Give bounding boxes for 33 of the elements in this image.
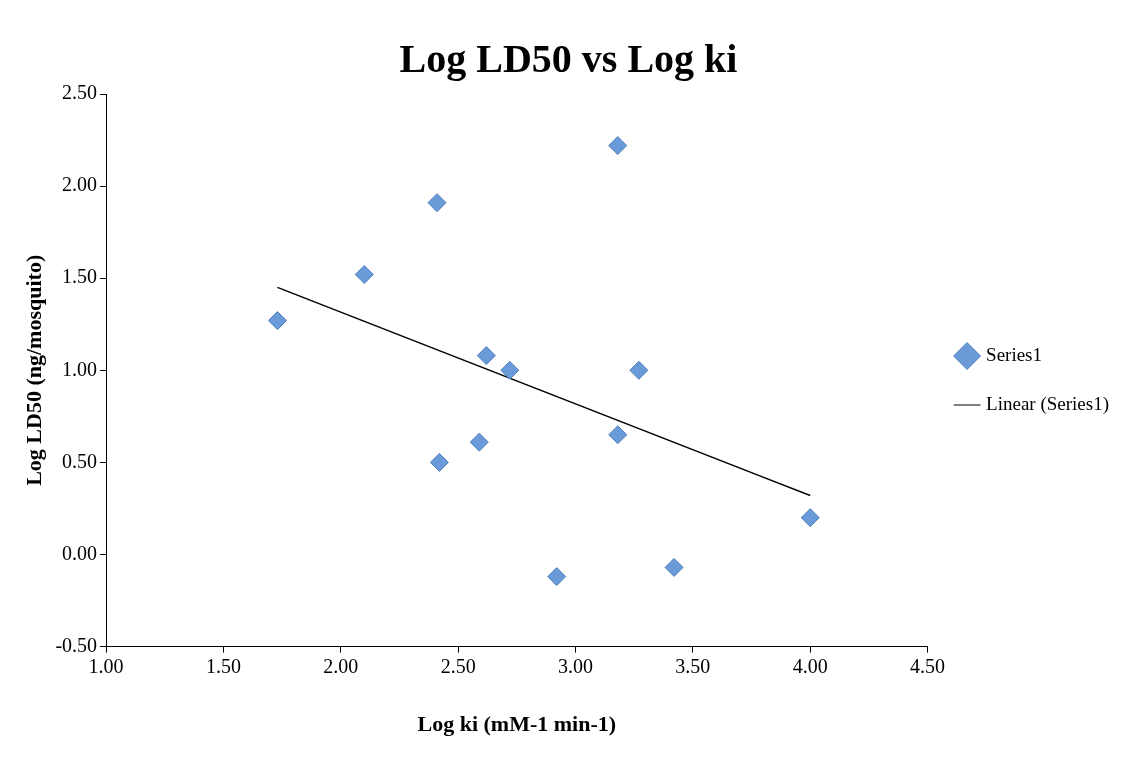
point [354, 265, 374, 285]
y-tick-label: 1.00 [62, 357, 98, 380]
x-tick-label: 1.50 [205, 654, 241, 677]
point [608, 136, 628, 156]
point [664, 557, 684, 577]
point [469, 432, 489, 452]
x-axis-title: Log ki (mM-1 min-1) [417, 711, 617, 737]
legend-label: Linear (Series1) [986, 392, 1110, 415]
point [500, 360, 520, 380]
y-tick-label: 1.50 [62, 265, 98, 288]
point [608, 425, 628, 445]
x-tick-label: 4.50 [910, 654, 946, 677]
x-tick-label: 3.50 [675, 654, 711, 677]
point [800, 508, 820, 528]
y-tick-label: -0.50 [55, 633, 98, 656]
x-tick-label: 3.00 [558, 654, 593, 677]
point [547, 567, 567, 587]
y-tick-label: 0.00 [62, 541, 98, 564]
y-tick-label: 2.00 [62, 173, 98, 196]
point [267, 311, 287, 331]
point [476, 346, 496, 366]
chart-title: Log LD50 vs Log ki [399, 36, 738, 82]
y-tick-label: 2.50 [62, 81, 98, 104]
y-axis-title: Log LD50 (ng/mosquito) [20, 254, 46, 486]
point [629, 360, 649, 380]
legend-label: Series1 [986, 343, 1043, 365]
y-tick-label: 0.50 [62, 449, 98, 472]
x-tick-label: 1.00 [88, 654, 124, 677]
x-tick-label: 2.50 [440, 654, 476, 677]
x-tick-label: 4.00 [792, 654, 828, 677]
x-tick-label: 2.00 [323, 654, 359, 677]
point [429, 452, 449, 472]
point [427, 193, 447, 213]
